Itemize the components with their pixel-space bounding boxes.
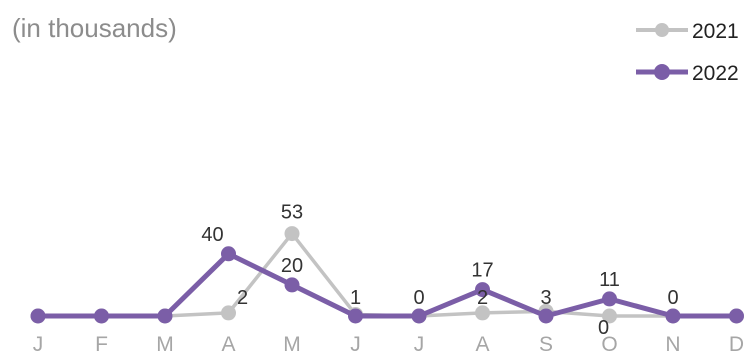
x-tick-label: D — [729, 333, 744, 356]
data-label-2022: 20 — [281, 255, 303, 277]
legend-label-2022: 2022 — [692, 62, 739, 85]
data-label-2021: 3 — [540, 287, 551, 309]
data-point-2021[interactable] — [221, 305, 236, 321]
data-point-2022[interactable] — [348, 308, 363, 324]
data-label-2021: 0 — [413, 287, 424, 309]
data-point-2022[interactable] — [411, 308, 427, 324]
x-tick-label: M — [156, 333, 174, 356]
data-point-2022[interactable] — [665, 308, 681, 324]
data-label-2021: 53 — [281, 202, 303, 224]
x-tick-label: A — [475, 333, 489, 356]
legend-item-2022[interactable]: 2022 — [636, 62, 739, 85]
series-line-2022 — [38, 251, 737, 319]
data-point-2022[interactable] — [157, 308, 173, 324]
series-2021 — [30, 226, 744, 324]
data-point-2022[interactable] — [602, 291, 617, 307]
data-label-2021: 0 — [598, 317, 609, 339]
x-tick-label: O — [601, 333, 617, 356]
data-point-2021[interactable] — [475, 305, 490, 321]
data-point-2022[interactable] — [284, 277, 300, 293]
x-tick-label: A — [221, 333, 235, 356]
x-tick-label: N — [665, 333, 680, 356]
unit-note: (in thousands) — [12, 13, 177, 43]
legend-marker-2021 — [655, 23, 669, 37]
legend-item-2021[interactable]: 2021 — [636, 20, 739, 43]
data-labels: 2 53 1 0 2 3 0 0 40 20 17 11 — [201, 202, 678, 339]
data-point-2022[interactable] — [729, 308, 744, 324]
data-point-2022[interactable] — [538, 308, 554, 324]
x-tick-label: J — [350, 333, 361, 356]
legend: 2021 2022 — [636, 20, 739, 85]
x-tick-label: S — [539, 333, 553, 356]
data-label-2021: 2 — [237, 287, 248, 309]
legend-marker-2022 — [654, 64, 670, 80]
data-label-2021: 0 — [667, 287, 678, 309]
data-label-2021: 2 — [477, 287, 488, 309]
data-point-2022[interactable] — [30, 308, 46, 324]
data-label-2022: 11 — [599, 269, 620, 291]
data-point-2021[interactable] — [602, 308, 617, 324]
data-point-2022[interactable] — [475, 282, 490, 298]
data-label-2022: 40 — [201, 224, 223, 246]
data-point-2021[interactable] — [284, 226, 300, 242]
x-tick-label: J — [414, 333, 425, 356]
data-label-2021: 1 — [350, 287, 361, 309]
x-tick-label: J — [33, 333, 44, 356]
x-tick-label: M — [283, 333, 301, 356]
data-point-2022[interactable] — [221, 246, 236, 262]
series-2022 — [30, 246, 744, 324]
legend-label-2021: 2021 — [692, 20, 739, 43]
data-label-2022: 17 — [471, 260, 493, 282]
data-point-2022[interactable] — [94, 308, 109, 324]
plot-area — [30, 226, 744, 324]
x-tick-label: F — [95, 333, 108, 356]
